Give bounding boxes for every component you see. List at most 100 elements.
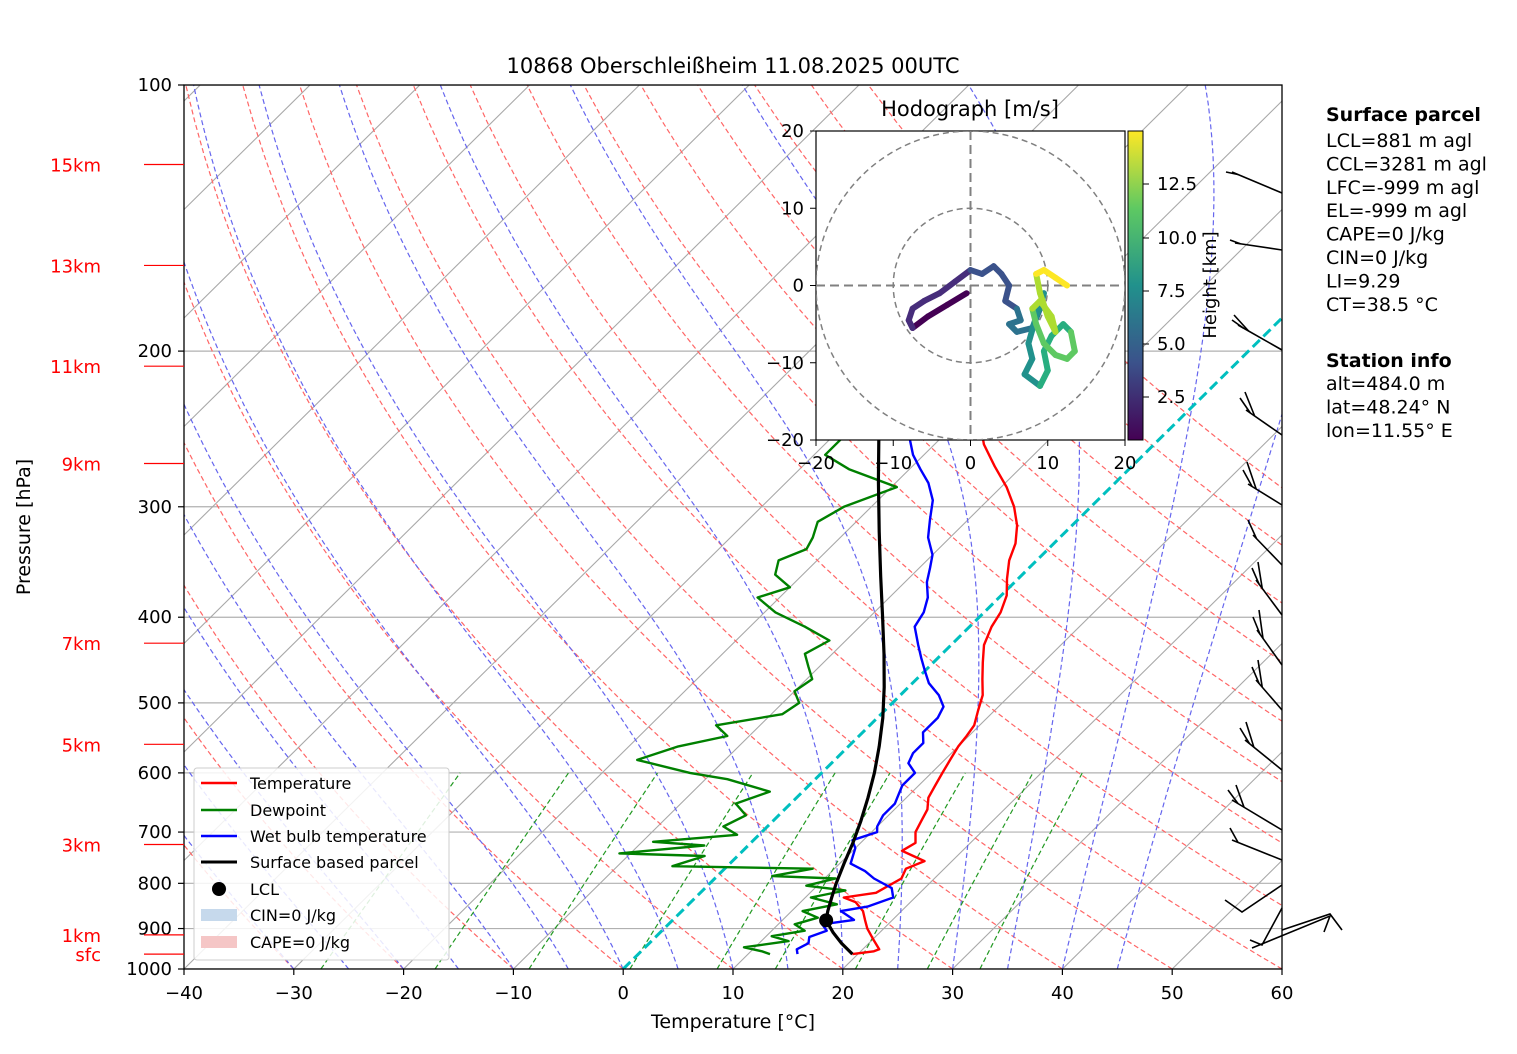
- surface-parcel-line: CAPE=0 J/kg: [1326, 224, 1445, 246]
- wind-barb-flag: [1233, 314, 1250, 332]
- wind-barb-flag: [1227, 789, 1239, 805]
- wind-barb-flag: [1257, 561, 1264, 589]
- station-info-line: lon=11.55° E: [1326, 420, 1453, 442]
- dry-adiabat-line: [185, 85, 844, 969]
- wind-barb-shaft: [1255, 679, 1283, 711]
- x-tick-label: 20: [831, 983, 854, 1004]
- dry-adiabat-line: [184, 441, 624, 969]
- y-tick-label: 100: [138, 75, 172, 96]
- legend: Temperature Dewpoint Wet bulb temperatur…: [193, 767, 450, 961]
- x-tick-label: 40: [1051, 983, 1074, 1004]
- surface-parcel-line: CCL=3281 m agl: [1326, 153, 1487, 175]
- mixing-ratio-line: [629, 772, 754, 969]
- wind-barb-flag: [1258, 609, 1264, 639]
- isotherm-line: [184, 85, 750, 645]
- moist-adiabat-line: [439, 85, 844, 969]
- y-tick-label: 300: [138, 497, 172, 518]
- hodograph-segment: [925, 301, 951, 320]
- y-tick-label: 700: [138, 822, 172, 843]
- mixing-ratio-line: [716, 772, 836, 969]
- mixing-ratio-line: [854, 772, 966, 969]
- y-tick-label: 500: [138, 693, 172, 714]
- hodo-x-tick-label: 0: [965, 453, 976, 474]
- chart-title: 10868 Oberschleißheim 11.08.2025 00UTC: [507, 54, 960, 78]
- dry-adiabat-line: [469, 85, 1282, 907]
- hodograph-segment: [909, 313, 932, 331]
- wind-barb-shaft: [1234, 242, 1283, 251]
- isotherm-line: [184, 85, 530, 428]
- legend-lcl-label: LCL: [250, 880, 279, 899]
- station-info-heading: Station info: [1326, 350, 1452, 372]
- colorbar-ticks: 2.5 5.0 7.5 10.0 12.5: [1143, 174, 1197, 408]
- hodo-x-tick-label: 10: [1036, 453, 1059, 474]
- hodograph-title: Hodograph [m/s]: [881, 97, 1059, 121]
- hodograph-segment: [1037, 290, 1051, 320]
- y-axis-label: Pressure [hPa]: [13, 459, 35, 595]
- moist-adiabat-line: [569, 85, 903, 969]
- x-tick-label: −30: [275, 983, 313, 1004]
- wind-barb-shaft: [1256, 629, 1283, 666]
- wind-barb-shaft: [1255, 579, 1283, 616]
- x-tick-label: 0: [617, 983, 628, 1004]
- hodo-y-tick-label: −10: [766, 353, 804, 374]
- hodograph-segment: [1052, 274, 1071, 289]
- isotherm-line: [184, 85, 640, 536]
- height-label: 9km: [62, 454, 101, 475]
- isotherm-line: [513, 208, 1282, 969]
- y-tick-label: 200: [138, 341, 172, 362]
- hodograph-segment: [1033, 321, 1047, 347]
- wind-barb-shaft: [1244, 739, 1283, 771]
- mixing-ratio-line: [528, 772, 658, 969]
- hodo-y-tick-label: −20: [766, 430, 804, 451]
- x-axis-ticks: −40 −30 −20 −10 0 10 20 30 40 50 60: [165, 969, 1293, 1004]
- wind-barb-shaft: [1231, 839, 1283, 861]
- hodograph: Hodograph [m/s] −20−20 −10 −10 0 0 10 10 20 20 2…: [766, 97, 1221, 474]
- y-tick-label: 800: [138, 873, 172, 894]
- legend-cin-swatch: [201, 909, 237, 921]
- x-tick-label: 60: [1271, 983, 1294, 1004]
- colorbar-tick-label: 7.5: [1157, 281, 1186, 302]
- wind-barb-shaft: [1231, 799, 1283, 831]
- wind-barb-flag: [1251, 567, 1260, 585]
- station-info-line: lat=48.24° N: [1326, 396, 1450, 418]
- legend-cin-label: CIN=0 J/kg: [250, 906, 336, 925]
- legend-cape-label: CAPE=0 J/kg: [250, 933, 350, 952]
- wind-barb-flag: [1242, 469, 1253, 487]
- wind-barbs: [1224, 171, 1343, 949]
- legend-cape-swatch: [201, 936, 237, 948]
- x-tick-label: 30: [941, 983, 964, 1004]
- legend-parcel-label: Surface based parcel: [250, 853, 419, 872]
- moist-adiabat-line: [184, 513, 514, 969]
- y-tick-label: 900: [138, 919, 172, 940]
- x-tick-label: −20: [385, 983, 423, 1004]
- moist-adiabat-line: [184, 402, 569, 969]
- wind-barb-shaft: [1251, 914, 1332, 949]
- isotherm-line: [403, 100, 1282, 969]
- hodo-y-tick-label: 0: [793, 276, 804, 297]
- wind-barb-shaft: [1281, 913, 1343, 931]
- hodo-y-tick-label: 10: [781, 198, 804, 219]
- moist-adiabat-line: [193, 85, 679, 969]
- dry-adiabat-line: [355, 85, 1173, 969]
- legend-temperature-label: Temperature: [249, 774, 351, 793]
- colorbar-tick-label: 12.5: [1157, 174, 1197, 195]
- colorbar-tick-label: 10.0: [1157, 228, 1197, 249]
- hodograph-segment: [936, 278, 959, 297]
- wind-barb-flag: [1246, 461, 1257, 490]
- surface-parcel-heading: Surface parcel: [1326, 104, 1481, 126]
- x-tick-label: −40: [165, 983, 203, 1004]
- wind-barb-flag: [1244, 391, 1256, 417]
- hodograph-segment: [1021, 371, 1044, 389]
- surface-parcel-line: LI=9.29: [1326, 270, 1400, 292]
- height-label: 7km: [62, 634, 101, 655]
- isotherm-line: [184, 85, 860, 753]
- wind-barb-flag: [1257, 659, 1264, 688]
- colorbar-tick-label: 2.5: [1157, 387, 1186, 408]
- moist-adiabat-line: [184, 260, 624, 969]
- x-tick-label: 50: [1161, 983, 1184, 1004]
- hodo-x-tick-label: −10: [874, 453, 912, 474]
